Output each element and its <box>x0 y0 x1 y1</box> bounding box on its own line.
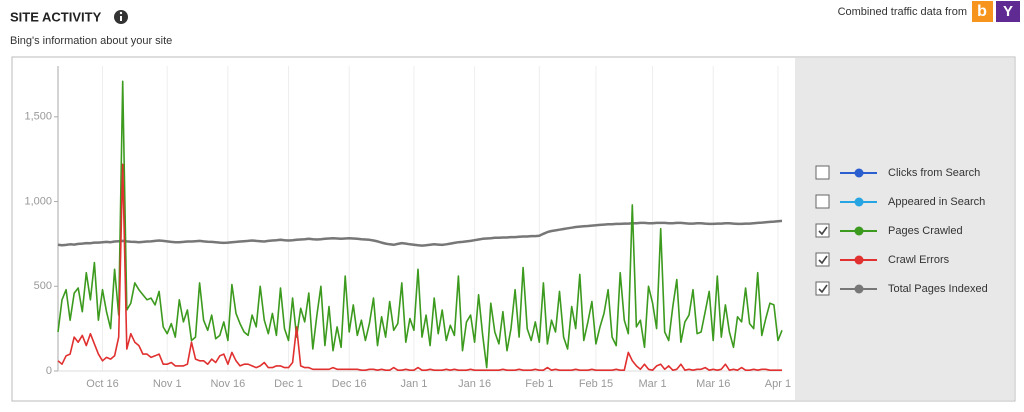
y-tick-label: 500 <box>34 280 52 292</box>
checkmark <box>818 226 828 236</box>
checkmark <box>818 255 828 265</box>
legend-label: Crawl Errors <box>888 254 950 266</box>
yahoo-logo: Y <box>996 1 1020 22</box>
x-tick-label: Nov 1 <box>153 378 182 390</box>
plot: Oct 16 Nov 1 Nov 16 Dec 1 Dec 16 Jan 1 Jan 16 F… <box>24 66 791 390</box>
y-tick-label: 1,500 <box>24 111 52 123</box>
x-tick-label: Nov 16 <box>210 378 245 390</box>
checkbox[interactable] <box>815 165 830 180</box>
legend-item[interactable]: Clicks from Search <box>815 165 980 180</box>
checkmark <box>818 284 828 294</box>
svg-text:b: b <box>977 3 987 20</box>
x-tick-label: Jan 16 <box>458 378 491 390</box>
checkbox[interactable] <box>815 194 830 209</box>
y-tick-label: 0 <box>46 365 52 377</box>
legend-label: Total Pages Indexed <box>888 283 988 295</box>
x-tick-label: Feb 1 <box>525 378 553 390</box>
x-tick-label: Oct 16 <box>86 378 118 390</box>
y-tick-label: 1,000 <box>24 195 52 207</box>
x-tick-label: Dec 16 <box>332 378 367 390</box>
x-tick-label: Dec 1 <box>274 378 303 390</box>
legend-label: Clicks from Search <box>888 167 980 179</box>
subtitle: Bing's information about your site <box>10 35 172 47</box>
legend-swatch-dot <box>854 284 864 294</box>
source-text: Combined traffic data from <box>838 6 967 18</box>
series-line <box>57 163 782 371</box>
legend-item[interactable]: Appeared in Search <box>815 194 985 209</box>
legend-swatch-dot <box>854 197 864 207</box>
x-tick-label: Apr 1 <box>765 378 791 390</box>
x-tick-label: Jan 1 <box>400 378 427 390</box>
checkbox[interactable] <box>815 252 830 267</box>
legend-panel <box>795 58 1014 400</box>
legend-swatch-dot <box>854 255 864 265</box>
bing-logo: b <box>972 1 993 22</box>
legend-item[interactable]: Pages Crawled <box>815 223 963 238</box>
legend-swatch-dot <box>854 226 864 236</box>
x-tick-label: Mar 16 <box>696 378 730 390</box>
legend: Clicks from Search Appeared in Search Page… <box>815 165 988 296</box>
series-line <box>57 219 783 247</box>
x-tick-label: Feb 15 <box>579 378 613 390</box>
legend-item[interactable]: Total Pages Indexed <box>815 281 988 296</box>
series-line <box>57 80 783 369</box>
checkbox[interactable] <box>815 223 830 238</box>
svg-text:Y: Y <box>1003 3 1013 20</box>
legend-label: Pages Crawled <box>888 225 963 237</box>
info-icon[interactable] <box>114 10 128 24</box>
legend-label: Appeared in Search <box>888 196 985 208</box>
legend-swatch-dot <box>854 168 864 178</box>
checkbox[interactable] <box>815 281 830 296</box>
x-tick-label: Mar 1 <box>639 378 667 390</box>
section-title: SITE ACTIVITY <box>10 9 102 24</box>
legend-item[interactable]: Crawl Errors <box>815 252 950 267</box>
